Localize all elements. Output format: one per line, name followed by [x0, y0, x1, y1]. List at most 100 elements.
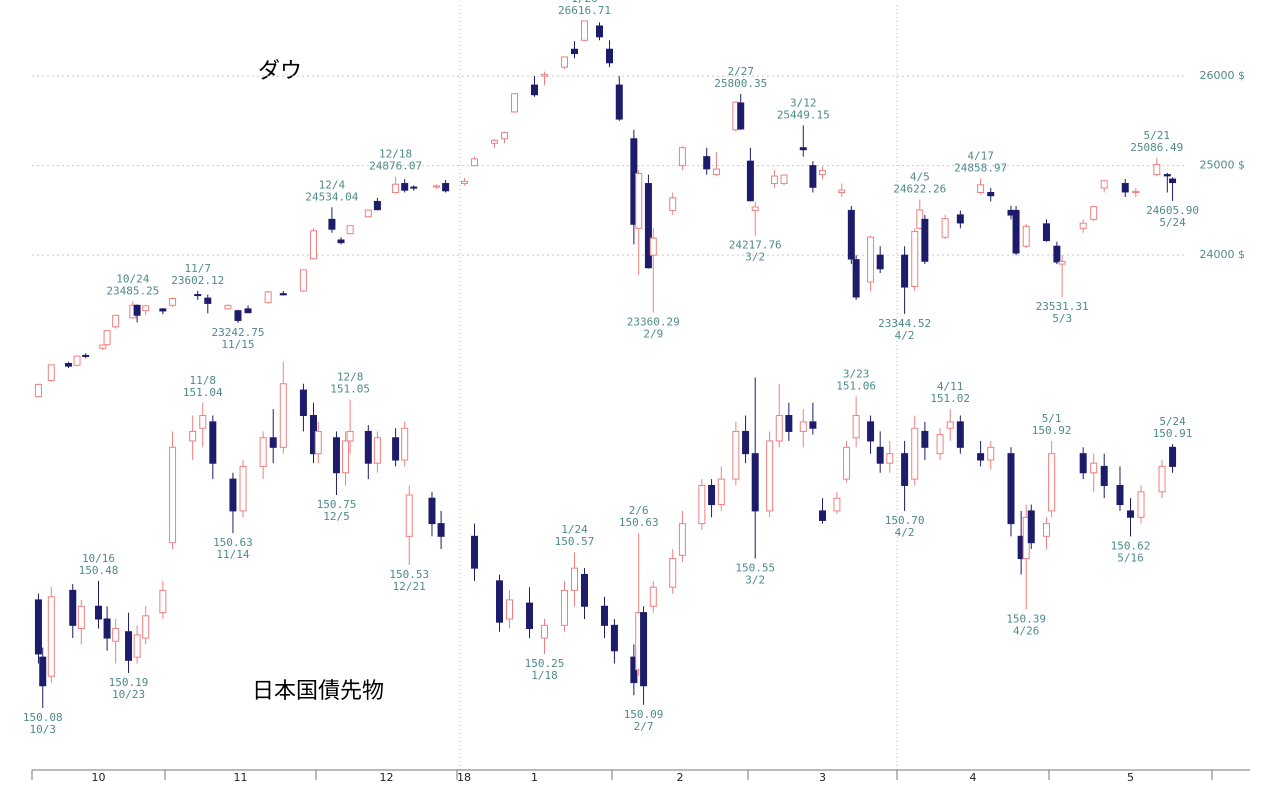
candle-body: [159, 308, 167, 312]
candle-body: [1027, 510, 1035, 544]
candle-body: [561, 589, 568, 626]
annotation-value: 151.05: [330, 383, 370, 396]
candle-body: [373, 437, 381, 464]
candle-body: [1053, 245, 1061, 263]
candle-body: [819, 510, 826, 521]
candle-body: [34, 599, 42, 655]
annotation-value: 24217.76: [729, 239, 782, 252]
candle-body: [279, 383, 287, 448]
candle-body: [133, 304, 141, 316]
candle-body: [987, 446, 995, 461]
candle-body: [77, 605, 85, 630]
annotation-date: 3/23: [843, 367, 870, 380]
candle-body: [39, 656, 47, 687]
candle-body: [442, 183, 450, 192]
candle-body: [125, 631, 133, 661]
candle-body: [921, 218, 929, 262]
candle-body: [977, 453, 985, 461]
candle-body: [259, 437, 267, 467]
candle-body: [433, 185, 441, 188]
candle-body: [64, 363, 72, 367]
candle-body: [867, 421, 875, 442]
annotation-value: 150.48: [79, 564, 119, 577]
annotation-date: 4/17: [967, 149, 994, 162]
candle-body: [1079, 453, 1087, 474]
candle-body: [876, 254, 884, 270]
candle-body: [103, 618, 111, 639]
annotation-value: 26616.71: [558, 4, 611, 17]
candle-body: [314, 430, 322, 455]
candle-body: [644, 183, 652, 269]
annotation-value: 150.55: [735, 562, 775, 575]
candle-body: [1127, 510, 1134, 518]
annotation-date: 4/26: [1013, 624, 1040, 637]
annotation-date: 2/27: [727, 65, 754, 78]
x-tick-label: 5: [1127, 771, 1134, 784]
candle-body: [766, 440, 774, 512]
candle-body: [82, 354, 90, 357]
candle-body: [1090, 462, 1098, 474]
candle-body: [770, 175, 778, 185]
annotation-date: 11/7: [184, 262, 211, 275]
candle-body: [847, 209, 855, 260]
x-tick-label: 10: [92, 771, 106, 784]
candle-body: [103, 330, 111, 346]
candle-body: [328, 218, 336, 230]
candle-body: [775, 415, 783, 442]
annotation-value: 25800.35: [714, 77, 767, 90]
annotation-date: 2/6: [629, 504, 649, 517]
candle-body: [737, 102, 745, 130]
candle-body: [742, 430, 750, 455]
annotation-date: 1/26: [571, 0, 598, 5]
candle-body: [921, 430, 929, 448]
annotation-value: 150.62: [1111, 539, 1151, 552]
candle-body: [239, 465, 247, 512]
annotation-value: 150.57: [555, 535, 595, 548]
candle-body: [1169, 178, 1177, 184]
candle-body: [461, 180, 468, 185]
candle-body: [496, 580, 503, 623]
annotation-date: 5/1: [1042, 412, 1062, 425]
candle-body: [809, 165, 817, 188]
candle-body: [373, 200, 381, 211]
candle-body: [244, 308, 252, 314]
annotation-value: 23242.75: [211, 326, 264, 339]
candle-body: [1169, 446, 1177, 467]
candle-body: [615, 84, 623, 120]
annotation-date: 4/11: [937, 380, 964, 393]
candle-body: [169, 446, 177, 544]
candle-body: [712, 168, 720, 176]
candle-body: [901, 254, 909, 288]
candle-body: [112, 314, 120, 328]
annotation-date: 5/16: [1117, 551, 1144, 564]
candle-body: [224, 304, 232, 310]
candle-body: [506, 599, 513, 620]
candle-body: [708, 484, 716, 506]
candle-body: [47, 364, 55, 382]
candle-body: [571, 567, 578, 591]
annotation-date: 11/15: [221, 338, 254, 351]
candle-body: [199, 415, 207, 429]
candle-body: [936, 434, 944, 455]
candle-body: [428, 497, 436, 525]
candle-body: [269, 437, 277, 448]
annotation-date: 2/7: [634, 720, 654, 733]
annotation-date: 2/9: [643, 327, 663, 340]
candle-body: [746, 160, 754, 202]
candle-body: [1012, 209, 1020, 254]
candle-body: [852, 259, 860, 298]
candle-body: [279, 293, 287, 296]
annotation-date: 1/24: [561, 523, 588, 536]
candle-body: [886, 453, 894, 464]
candle-body: [194, 294, 202, 297]
annotation-date: 4/5: [910, 170, 930, 183]
annotation-value: 24534.04: [305, 190, 358, 203]
candle-body: [73, 355, 81, 366]
candle-body: [531, 84, 538, 96]
annotation-date: 4/2: [895, 526, 915, 539]
candle-body: [561, 56, 568, 68]
candle-body: [471, 535, 478, 569]
candle-body: [309, 230, 317, 260]
annotation-date: 12/21: [393, 580, 426, 593]
